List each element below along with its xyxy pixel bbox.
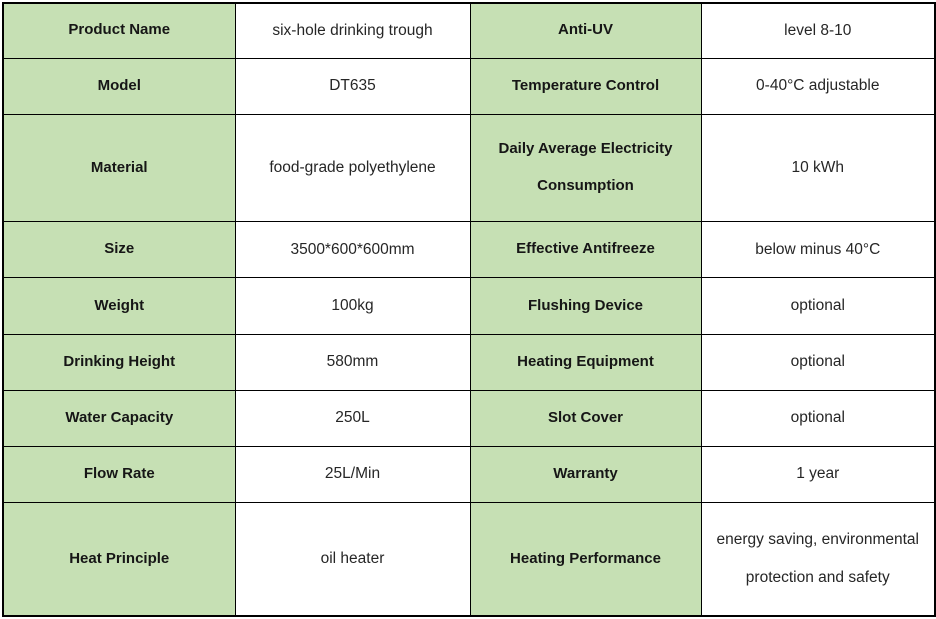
spec-value-cell: DT635 (234, 57, 471, 115)
table-row: Material food-grade polyethylene Daily A… (2, 113, 936, 223)
spec-label-cell: Temperature Control (469, 57, 702, 115)
spec-value-cell: optional (700, 389, 936, 447)
spec-value-cell: 3500*600*600mm (234, 221, 471, 279)
spec-label-cell: Daily Average Electricity Consumption (469, 113, 702, 223)
spec-label-cell: Flow Rate (2, 445, 236, 504)
spec-label-cell: Drinking Height (2, 333, 236, 391)
spec-label-cell: Heat Principle (2, 502, 236, 617)
table-row: Size 3500*600*600mm Effective Antifreeze… (2, 221, 936, 279)
spec-label-cell: Anti-UV (469, 2, 702, 59)
spec-value-cell: 10 kWh (700, 113, 936, 223)
table-row: Product Name six-hole drinking trough An… (2, 2, 936, 59)
spec-label-cell: Weight (2, 277, 236, 335)
spec-label-cell: Warranty (469, 445, 702, 504)
spec-value-cell: level 8-10 (700, 2, 936, 59)
spec-value-cell: 250L (234, 389, 471, 447)
spec-label-cell: Product Name (2, 2, 236, 59)
spec-value-cell: below minus 40°C (700, 221, 936, 279)
spec-value-cell: 580mm (234, 333, 471, 391)
spec-value-cell: energy saving, environmental protection … (700, 502, 936, 617)
spec-label-cell: Material (2, 113, 236, 223)
table-row: Water Capacity 250L Slot Cover optional (2, 389, 936, 447)
spec-label-cell: Effective Antifreeze (469, 221, 702, 279)
table-row: Weight 100kg Flushing Device optional (2, 277, 936, 335)
spec-label-cell: Water Capacity (2, 389, 236, 447)
table-row: Flow Rate 25L/Min Warranty 1 year (2, 445, 936, 504)
spec-value-cell: 1 year (700, 445, 936, 504)
spec-label-cell: Size (2, 221, 236, 279)
table-row: Model DT635 Temperature Control 0-40°C a… (2, 57, 936, 115)
spec-value-cell: 100kg (234, 277, 471, 335)
spec-value-cell: 0-40°C adjustable (700, 57, 936, 115)
spec-label-cell: Slot Cover (469, 389, 702, 447)
table-row: Heat Principle oil heater Heating Perfor… (2, 502, 936, 617)
spec-value-cell: optional (700, 333, 936, 391)
spec-value-cell: food-grade polyethylene (234, 113, 471, 223)
spec-value-cell: optional (700, 277, 936, 335)
table-row: Drinking Height 580mm Heating Equipment … (2, 333, 936, 391)
spec-label-cell: Flushing Device (469, 277, 702, 335)
spec-value-cell: oil heater (234, 502, 471, 617)
spec-value-cell: 25L/Min (234, 445, 471, 504)
spec-value-cell: six-hole drinking trough (234, 2, 471, 59)
spec-label-cell: Model (2, 57, 236, 115)
spec-label-cell: Heating Equipment (469, 333, 702, 391)
spec-label-cell: Heating Performance (469, 502, 702, 617)
